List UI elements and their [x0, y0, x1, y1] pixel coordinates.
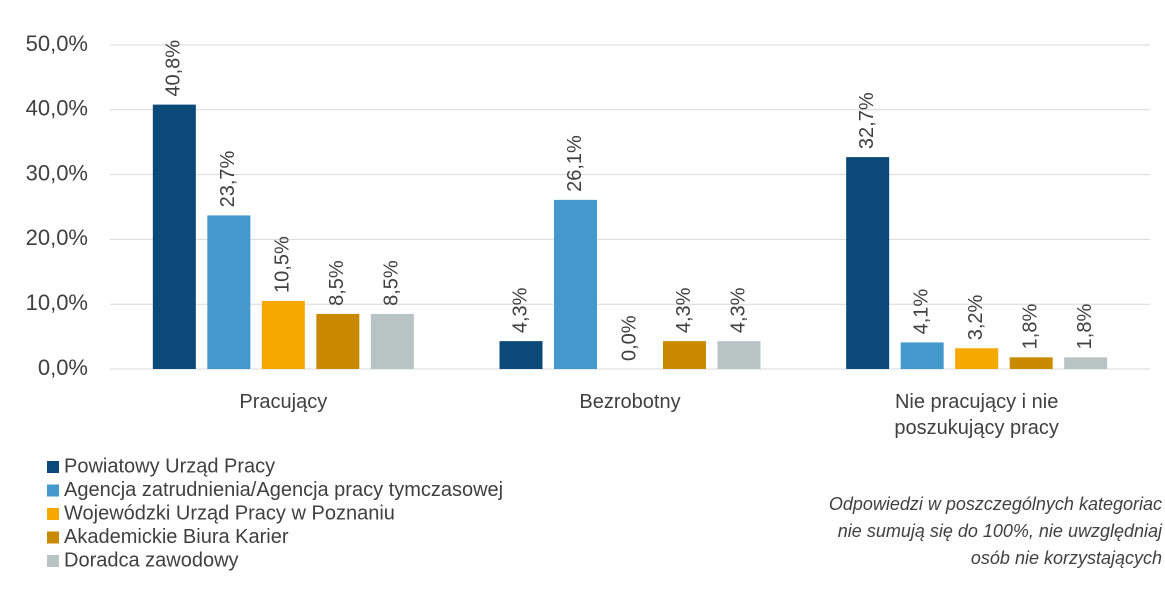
- x-tick-label: Bezrobotny: [579, 391, 681, 413]
- bar: [717, 341, 761, 369]
- bar: [955, 348, 999, 369]
- annotation: nie sumują się do 100%, nie uwzględniaj: [838, 521, 1163, 541]
- y-tick-label: 30,0%: [26, 160, 88, 185]
- data-label: 40,8%: [163, 40, 185, 97]
- bar: [499, 341, 543, 369]
- bar: [846, 157, 890, 369]
- data-label: 4,1%: [910, 289, 932, 335]
- y-tick-label: 20,0%: [26, 225, 88, 250]
- bar: [261, 300, 305, 369]
- data-label: 3,2%: [965, 294, 987, 340]
- data-label: 8,5%: [326, 260, 348, 306]
- data-label: 1,8%: [1074, 304, 1096, 350]
- data-label: 26,1%: [564, 135, 586, 192]
- legend-swatch: [47, 531, 59, 544]
- legend-swatch: [47, 555, 59, 567]
- data-label: 4,3%: [673, 287, 695, 333]
- bar: [207, 215, 251, 369]
- data-label: 10,5%: [272, 236, 294, 293]
- legend-label: Wojewódzki Urząd Pracy w Poznaniu: [64, 502, 395, 524]
- x-tick-label: Pracujący: [239, 391, 328, 413]
- y-tick-label: 50,0%: [26, 31, 88, 56]
- legend-label: Powiatowy Urząd Pracy: [64, 455, 275, 477]
- data-label: 4,3%: [727, 287, 749, 333]
- y-tick-label: 40,0%: [26, 96, 88, 121]
- annotation: osób nie korzystających: [971, 548, 1162, 568]
- y-tick-label: 0,0%: [38, 355, 88, 380]
- legend-label: Agencja zatrudnienia/Agencja pracy tymcz…: [64, 479, 503, 501]
- bar: [316, 313, 360, 369]
- bar: [554, 199, 597, 369]
- data-label: 23,7%: [217, 150, 239, 207]
- legend-swatch: [47, 461, 59, 473]
- legend-label: Akademickie Biura Karier: [64, 526, 289, 548]
- bar: [1064, 357, 1108, 369]
- legend-label: Doradca zawodowy: [64, 549, 239, 571]
- data-label: 0,0%: [618, 315, 640, 361]
- x-tick-label: Nie pracujący i nie poszukujący pracy: [894, 391, 1059, 439]
- annotation: Odpowiedzi w poszczególnych kategoriac: [829, 494, 1162, 514]
- bar: [900, 342, 944, 369]
- legend-swatch: [47, 508, 59, 520]
- data-label: 4,3%: [509, 287, 531, 333]
- bar: [370, 313, 414, 369]
- bar: [663, 341, 706, 369]
- data-label: 1,8%: [1019, 304, 1041, 350]
- legend-swatch: [47, 484, 59, 497]
- y-tick-label: 10,0%: [26, 290, 88, 315]
- data-label: 32,7%: [856, 92, 878, 149]
- data-label: 8,5%: [381, 260, 403, 306]
- bar: [1009, 357, 1053, 369]
- bar: [152, 104, 196, 369]
